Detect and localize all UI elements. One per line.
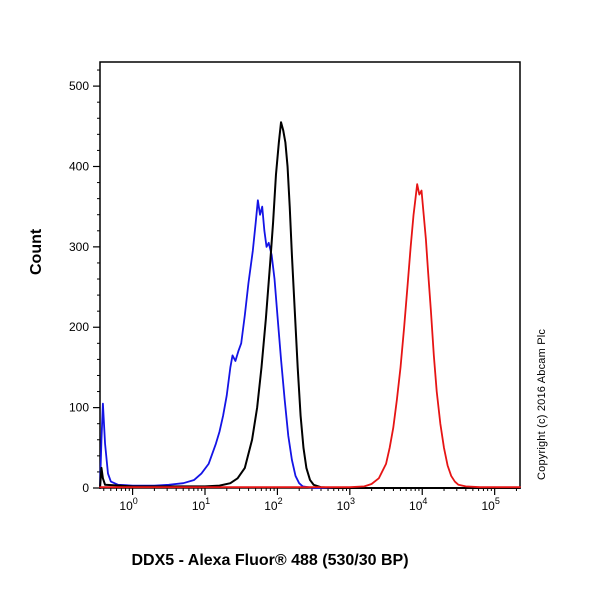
x-tick-label: 105 (481, 496, 499, 513)
y-tick-label: 500 (69, 79, 89, 93)
red-histogram (99, 183, 521, 489)
y-tick-label: 100 (69, 401, 89, 415)
x-tick-label: 101 (192, 496, 210, 513)
x-tick-label: 102 (264, 496, 282, 513)
y-tick-label: 300 (69, 240, 89, 254)
x-tick-label: 104 (409, 496, 427, 513)
copyright-text: Copyright (c) 2016 Abcam Plc (536, 328, 548, 480)
black-histogram (99, 121, 521, 489)
x-tick-label: 100 (119, 496, 137, 513)
y-tick-label: 200 (69, 320, 89, 334)
y-axis-label: Count (28, 228, 45, 275)
y-tick-label: 400 (69, 159, 89, 173)
blue-histogram (99, 199, 521, 489)
y-axis-minor-ticks (97, 69, 100, 473)
x-tick-label: 103 (337, 496, 355, 513)
y-tick-label: 0 (82, 481, 89, 495)
x-axis-title: DDX5 - Alexa Fluor® 488 (530/30 BP) (131, 552, 409, 569)
x-axis-ticks: 100 101 102 103 104 105 (119, 488, 500, 513)
y-axis-ticks: 0 100 200 300 400 500 (69, 79, 100, 495)
plot-frame (99, 61, 521, 489)
x-axis-minor-ticks (103, 488, 517, 491)
